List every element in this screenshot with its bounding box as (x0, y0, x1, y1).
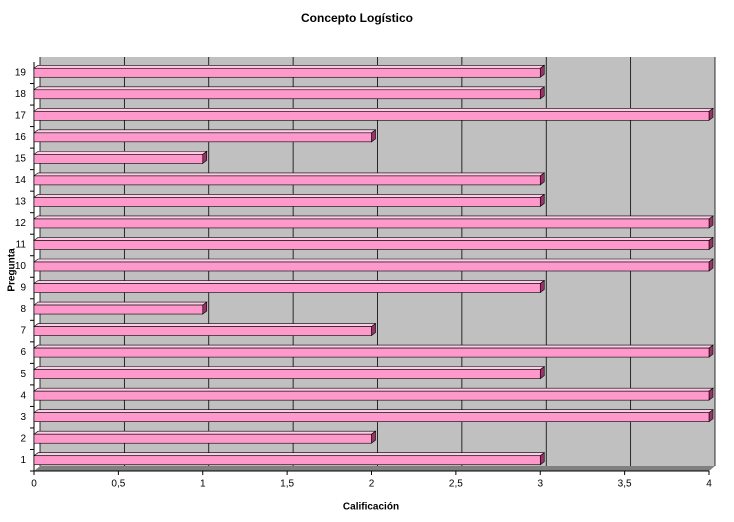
y-tick-label: 15 (15, 154, 27, 165)
y-tick-label: 12 (15, 218, 27, 229)
bar (33, 197, 541, 207)
bar-top (33, 237, 714, 241)
bar-top (33, 258, 714, 263)
bar (33, 154, 204, 164)
bar (33, 433, 372, 444)
bar-top (33, 409, 714, 413)
bar (33, 218, 710, 229)
x-tick-label: 2,5 (449, 479, 463, 490)
bar-top (33, 86, 546, 91)
bar (33, 326, 372, 336)
y-axis-label: Pregunta (7, 248, 18, 292)
x-tick-label: 0 (31, 479, 37, 490)
x-tick-label: 4 (706, 479, 712, 490)
y-tick-label: 19 (15, 67, 27, 78)
bar-top (33, 323, 377, 327)
bar (33, 89, 541, 100)
y-tick-label: 1 (20, 455, 26, 466)
bar-top (33, 129, 377, 134)
bar-top (33, 280, 546, 284)
bar (33, 67, 541, 78)
bar-top (33, 387, 714, 392)
x-tick-label: 2 (369, 479, 375, 490)
bar (33, 304, 204, 315)
bar (33, 412, 710, 422)
bar (33, 390, 710, 401)
bar-top (33, 215, 714, 220)
bar (33, 175, 541, 186)
y-tick-label: 16 (15, 132, 27, 143)
y-tick-label: 18 (15, 89, 27, 100)
bar-top (33, 452, 546, 457)
y-tick-label: 2 (20, 433, 26, 444)
bar-top (33, 301, 208, 306)
y-tick-label: 14 (15, 175, 27, 186)
y-tick-label: 11 (16, 240, 27, 251)
bar-top (33, 172, 546, 177)
bar (33, 455, 541, 466)
y-tick-label: 7 (20, 326, 26, 337)
y-tick-label: 6 (20, 347, 26, 358)
bar (33, 347, 710, 358)
chart-title: Concepto Logístico (301, 11, 413, 25)
x-tick-label: 1,5 (280, 479, 294, 490)
x-tick-label: 0,5 (111, 479, 125, 490)
bar (33, 369, 541, 379)
bar (33, 283, 541, 293)
plot-floor (34, 466, 715, 471)
y-tick-label: 5 (20, 369, 26, 380)
bar-top (33, 430, 377, 435)
bar-top (33, 366, 546, 370)
bar-top (33, 194, 546, 198)
y-tick-label: 3 (20, 412, 26, 423)
y-tick-label: 4 (20, 390, 26, 401)
bar-top (33, 344, 714, 349)
y-tick-label: 17 (15, 110, 27, 121)
bar-top (33, 64, 546, 69)
y-tick-label: 9 (20, 283, 26, 294)
x-tick-label: 3,5 (618, 479, 632, 490)
y-tick-label: 13 (15, 197, 27, 208)
bar (33, 111, 710, 121)
y-tick-label: 10 (15, 261, 27, 272)
bar (33, 261, 710, 272)
x-axis-label: Calificación (343, 502, 399, 513)
bar-top (33, 108, 714, 112)
x-tick-label: 1 (200, 479, 206, 490)
bar-top (33, 151, 208, 155)
y-tick-label: 8 (20, 304, 26, 315)
bar (33, 132, 372, 143)
x-tick-label: 3 (537, 479, 543, 490)
bar (33, 240, 710, 250)
